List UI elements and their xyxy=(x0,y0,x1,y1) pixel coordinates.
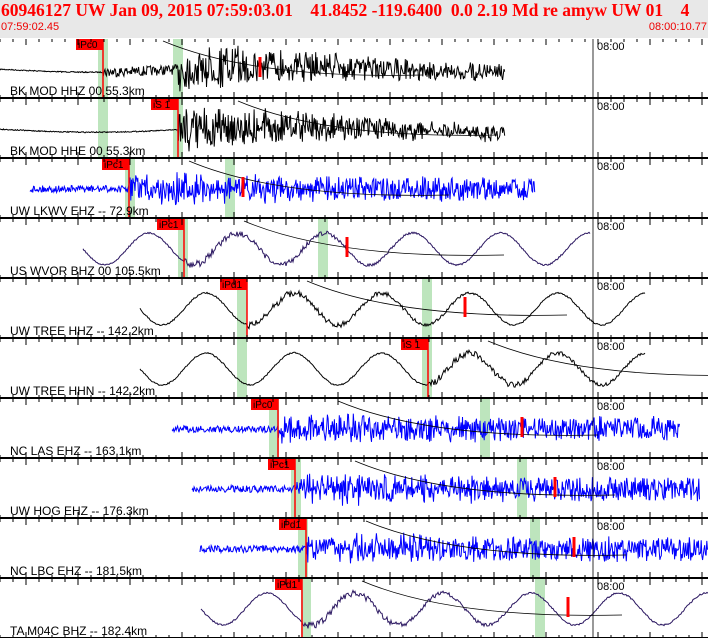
channel-label: TA M04C BHZ -- 182.4km xyxy=(10,624,147,638)
waveform-panel[interactable]: iPc0 08:00 NC LAS EHZ -- 163.1km xyxy=(0,399,708,459)
minute-label: 08:00 xyxy=(597,401,625,413)
minute-label: 08:00 xyxy=(597,461,625,473)
travel-time-curve xyxy=(237,100,499,136)
minute-label: 08:00 xyxy=(597,161,625,173)
pick-flag[interactable] xyxy=(275,579,302,590)
travel-time-curve xyxy=(361,580,623,616)
channel-label: UW TREE HHZ -- 142.2km xyxy=(10,324,154,338)
pick-label: iPc0 xyxy=(253,400,273,411)
waveform-panel[interactable]: iPd1 08:00 UW TREE HHZ -- 142.2km xyxy=(0,279,708,339)
pick-window xyxy=(318,219,328,278)
start-time: 07:59:02.45 xyxy=(1,21,60,33)
pick-label: iPc1 xyxy=(270,460,290,471)
waveform-panel[interactable]: iPd1 08:00 TA M04C BHZ -- 182.4km xyxy=(0,579,708,638)
channel-label: US WVOR BHZ 00 105.5km xyxy=(10,264,161,278)
travel-time-curve xyxy=(306,280,568,316)
seismogram-trace xyxy=(82,230,591,268)
waveform-panel[interactable]: iPc1 08:00 US WVOR BHZ 00 105.5km xyxy=(0,219,708,279)
waveform-panel[interactable]: iPc1 08:00 UW HOG EHZ -- 176.3km xyxy=(0,459,708,519)
pick-label: iPc1 xyxy=(159,220,179,231)
waveform-panel[interactable]: iPc1 08:00 UW LKWV EHZ -- 72.9km xyxy=(0,159,708,219)
travel-time-curve xyxy=(487,340,708,376)
minute-label: 08:00 xyxy=(597,281,625,293)
seismogram-trace xyxy=(29,172,536,206)
pick-window xyxy=(422,339,432,398)
waveform-panel[interactable]: iS 1 08:00 UW TREE HHN -- 142.2km xyxy=(0,339,708,399)
pick-flag[interactable] xyxy=(157,219,184,230)
pick-flag[interactable] xyxy=(279,519,306,530)
channel-label: UW LKWV EHZ -- 72.9km xyxy=(10,204,149,218)
channel-label: NC LAS EHZ -- 163.1km xyxy=(10,444,141,458)
channel-label: BK MOD HHE 00 55.3km xyxy=(10,144,145,158)
minute-label: 08:00 xyxy=(597,341,625,353)
travel-time-curve xyxy=(337,400,599,436)
pick-flag[interactable] xyxy=(251,399,278,410)
pick-window xyxy=(301,579,311,638)
pick-window xyxy=(98,99,108,158)
minute-label: 08:00 xyxy=(597,521,625,533)
seismogram-trace xyxy=(139,349,646,388)
pick-label: iPd1 xyxy=(277,580,297,591)
pick-window xyxy=(237,279,247,338)
minute-label: 08:00 xyxy=(597,221,625,233)
travel-time-curve xyxy=(354,460,616,496)
seismogram-trace xyxy=(139,289,646,330)
pick-flag[interactable] xyxy=(268,459,295,470)
seismogram-trace xyxy=(0,45,506,92)
pick-window xyxy=(178,219,188,278)
seismogram-trace xyxy=(199,532,708,564)
pick-window xyxy=(517,459,527,518)
seismogram-trace xyxy=(200,589,708,629)
travel-time-curve xyxy=(188,160,450,196)
pick-label: iPc0 xyxy=(78,40,98,51)
channel-label: UW HOG EHZ -- 176.3km xyxy=(10,504,149,518)
channel-label: UW TREE HHN -- 142.2km xyxy=(10,384,155,398)
seismogram-trace xyxy=(0,107,506,152)
channel-label: BK MOD HHZ 00 55.3km xyxy=(10,84,145,98)
seismogram-trace xyxy=(171,413,680,444)
pick-window xyxy=(422,279,432,338)
pick-label: iPd1 xyxy=(281,520,301,531)
waveform-panels[interactable]: iPc0 08:00 BK MOD HHZ 00 55.3km iS 1 08:00 BK… xyxy=(0,38,708,638)
minute-label: 08:00 xyxy=(597,41,625,53)
pick-flag[interactable] xyxy=(102,159,129,170)
pick-flag[interactable] xyxy=(151,99,178,110)
channel-label: NC LBC EHZ -- 181.5km xyxy=(10,564,142,578)
pick-label: iPd1 xyxy=(222,280,242,291)
pick-flag[interactable] xyxy=(401,339,428,350)
event-summary: 60946127 UW Jan 09, 2015 07:59:03.01 41.… xyxy=(1,0,690,20)
pick-window xyxy=(535,579,545,638)
pick-label: iS 1 xyxy=(153,100,171,111)
seismogram-trace xyxy=(191,473,700,506)
waveform-panel[interactable]: iPd1 08:00 NC LBC EHZ -- 181.5km xyxy=(0,519,708,579)
pick-flag[interactable] xyxy=(76,39,103,50)
pick-window xyxy=(237,339,247,398)
waveform-panel[interactable]: iPc0 08:00 BK MOD HHZ 00 55.3km xyxy=(0,39,708,99)
end-time: 08:00:10.77 xyxy=(648,21,707,33)
event-header: 60946127 UW Jan 09, 2015 07:59:03.01 41.… xyxy=(0,0,708,38)
travel-time-curve xyxy=(162,40,424,76)
travel-time-curve xyxy=(243,220,505,256)
pick-label: iS 1 xyxy=(403,340,421,351)
minute-label: 08:00 xyxy=(597,581,625,593)
waveform-panel[interactable]: iS 1 08:00 BK MOD HHE 00 55.3km xyxy=(0,99,708,159)
minute-label: 08:00 xyxy=(597,101,625,113)
pick-label: iPc1 xyxy=(104,160,124,171)
travel-time-curve xyxy=(365,520,627,556)
